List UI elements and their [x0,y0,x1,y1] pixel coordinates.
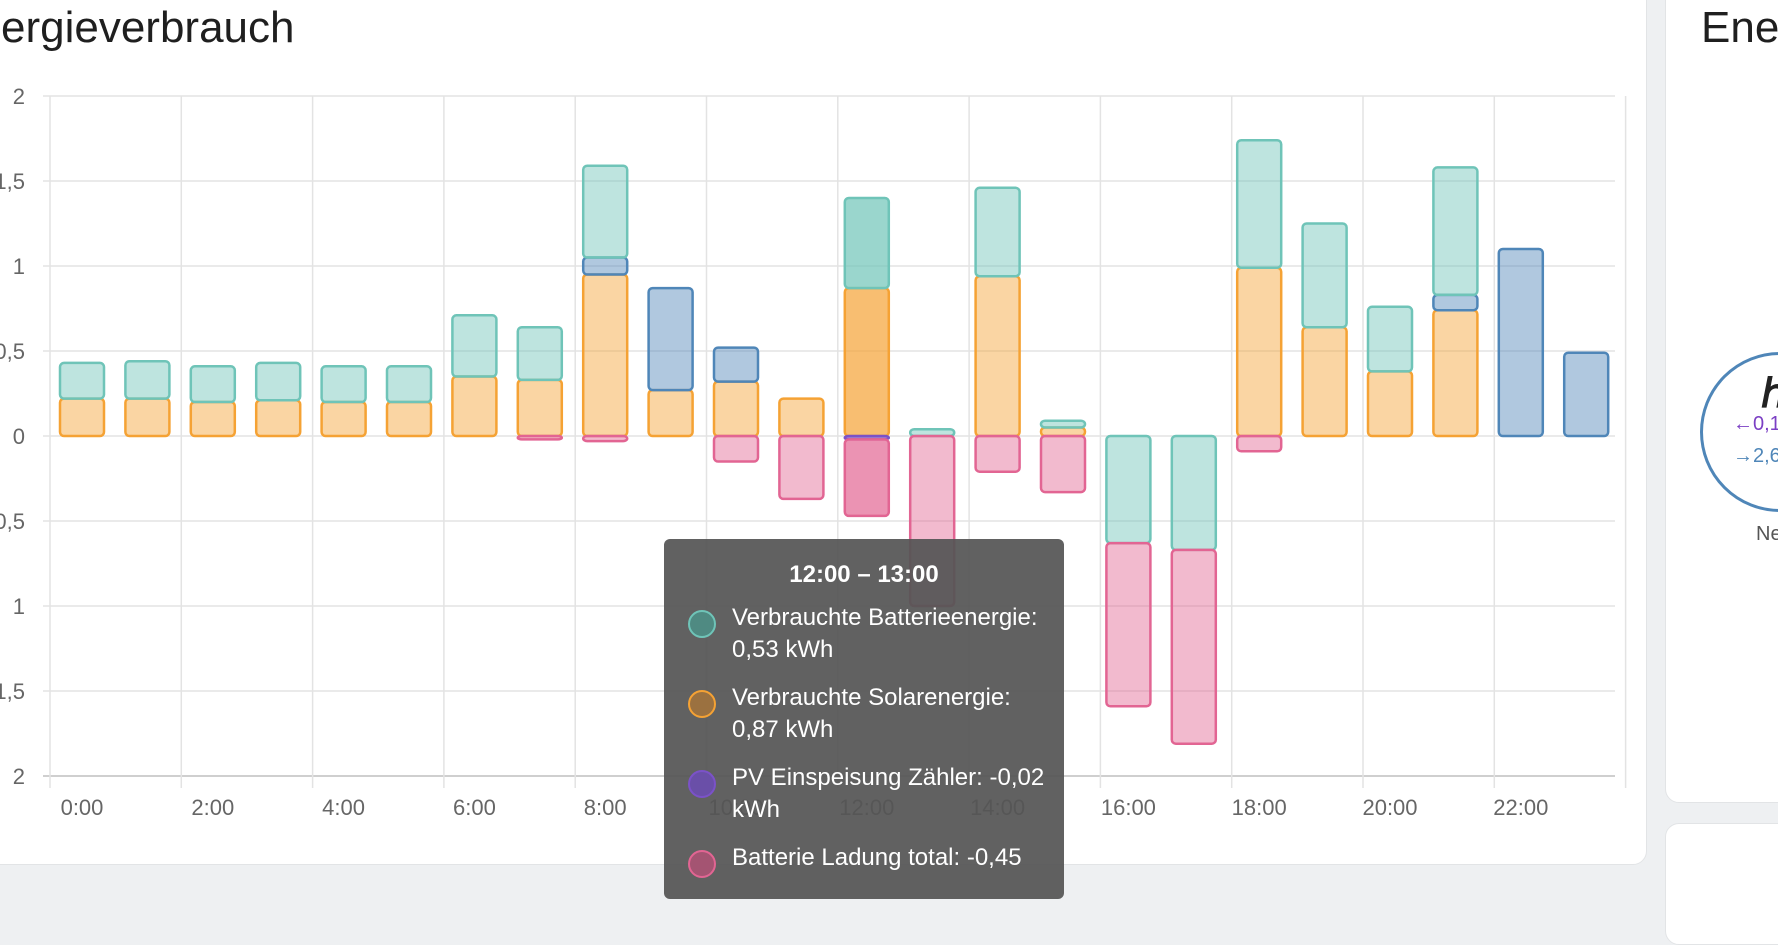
grid-export-value: →2,6 [1733,445,1778,467]
bar-solar [712,380,760,438]
bar-battery-consumed [320,365,367,404]
y-tick-label: 2 [13,764,25,789]
bar-solar [1301,325,1348,438]
bar-battery-consumed [974,186,1021,278]
x-tick-label: 2:00 [191,795,234,820]
card-title: ergieverbrauch [1,3,295,52]
bar-solar [581,273,629,438]
legend-dot-battery-charge [688,850,716,878]
bar-battery-consumed [1432,166,1479,297]
bar-battery-consumed [451,314,498,378]
x-tick-label: 20:00 [1362,795,1417,820]
tooltip-label: PV Einspeisung Zähler: -0,02 [732,764,1045,791]
bar-battery-charge [974,434,1021,473]
bar-solar [1235,266,1283,438]
y-tick-label: 1 [13,594,25,619]
grid-circle[interactable]: ℎ ←0,1 →2,6 [1700,352,1778,512]
energy-bar-chart[interactable]: 21,510,500,511,520:002:004:006:008:0010:… [0,0,1646,864]
grid-import-value: ←0,1 [1733,413,1778,435]
bar-battery-consumed [1170,434,1218,552]
bar-solar [1039,426,1087,438]
bar-solar [320,400,367,438]
bar-solar [1366,370,1414,438]
legend-dot-pv-feed [688,770,716,798]
bar-battery-charge [1039,434,1087,494]
bar-grid [1497,247,1545,438]
y-tick-label: 2 [13,84,25,109]
bar-battery-consumed [58,361,106,400]
bar-battery-charge [778,434,825,501]
next-card [1665,823,1778,945]
grid-label: Ne [1756,523,1778,545]
bar-grid [712,346,760,383]
bar-battery-charge [843,438,891,518]
bar-battery-charge [712,434,760,463]
tooltip-value: kWh [732,796,780,823]
bar-battery-consumed [581,164,629,259]
bar-solar [778,397,825,438]
bar-battery-charge [1105,541,1152,708]
x-tick-label: 8:00 [584,795,627,820]
bar-battery-consumed [1105,434,1152,545]
bar-solar [385,400,433,438]
bar-battery-consumed [1301,222,1348,329]
bar-battery-consumed [189,365,237,404]
x-tick-label: 18:00 [1232,795,1287,820]
bar-battery-charge [1170,548,1218,745]
bar-battery-charge [516,434,564,441]
bar-grid [647,286,694,392]
bar-solar [254,399,302,438]
x-tick-label: 16:00 [1101,795,1156,820]
chart-tooltip: 12:00 – 13:00 Verbrauchte Batterieenergi… [664,539,1064,899]
bar-battery-consumed [1366,305,1414,373]
bar-solar [451,375,498,438]
tooltip-title: 12:00 – 13:00 [789,561,939,588]
bar-solar [189,400,237,438]
bar-battery-consumed [385,365,433,404]
tooltip-value: 0,53 kWh [732,636,834,663]
bar-battery-consumed [843,196,891,290]
bar-battery-consumed [124,359,171,400]
bar-grid [581,256,629,276]
bar-solar [124,397,171,438]
tooltip-value: 0,87 kWh [732,716,834,743]
bar-battery-consumed [516,325,564,382]
y-tick-label: 0 [13,424,25,449]
legend-dot-solar [688,690,716,718]
energy-distribution-card: Ene ℎ ←0,1 →2,6 Ne [1665,0,1778,803]
bar-solar [516,378,564,438]
x-tick-label: 22:00 [1493,795,1548,820]
tooltip-label: Verbrauchte Batterieenergie: [732,604,1038,631]
bar-solar [58,397,106,438]
legend-dot-battery-consumed [688,610,716,638]
tooltip-label: Batterie Ladung total: -0,45 [732,844,1022,871]
bar-solar [974,274,1021,438]
y-tick-label: 1,5 [0,169,25,194]
y-tick-label: 1,5 [0,679,25,704]
bar-battery-consumed [1235,138,1283,269]
bar-battery-consumed [254,361,302,402]
tooltip-label: Verbrauchte Solarenergie: [732,684,1011,711]
y-tick-label: 0,5 [0,339,25,364]
card-title: Ene [1701,3,1778,52]
bar-solar [1432,308,1479,438]
bar-grid [1432,293,1479,312]
y-tick-label: 1 [13,254,25,279]
bar-solar [647,388,694,438]
bar-battery-consumed [1039,419,1087,429]
x-tick-label: 6:00 [453,795,496,820]
bar-battery-charge [581,434,629,443]
bar-battery-charge [1235,434,1283,453]
bar-grid [1562,351,1610,438]
x-tick-label: 0:00 [61,795,104,820]
bar-solar [843,286,891,438]
transmission-tower-icon: ℎ [1761,371,1778,417]
y-tick-label: 0,5 [0,509,25,534]
x-tick-label: 4:00 [322,795,365,820]
